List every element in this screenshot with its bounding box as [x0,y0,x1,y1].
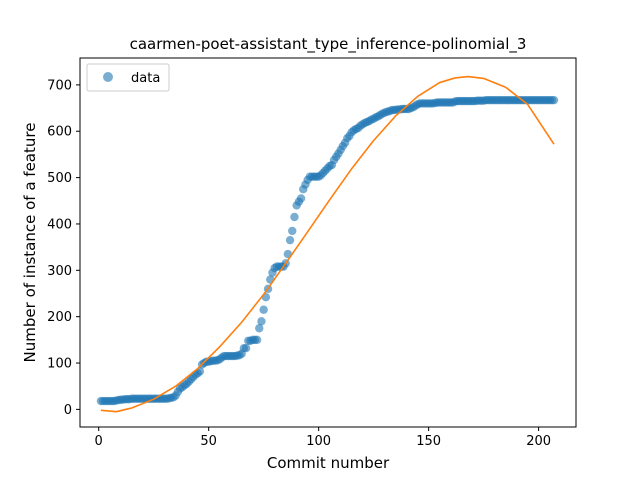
y-tick-label-0: 0 [64,403,72,418]
y-tick-label-100: 100 [47,357,72,372]
x-tick-label-200: 200 [526,434,551,449]
data-point-88 [290,212,299,222]
data-point-66 [241,343,251,353]
chart-title: caarmen-poet-assistant_type_inference-po… [130,35,527,54]
y-tick-label-400: 400 [47,217,72,232]
y-tick-label-600: 600 [47,125,72,140]
plot-area [96,75,559,413]
legend: data [86,63,170,92]
x-tick-label-150: 150 [416,434,441,449]
y-tick-label-300: 300 [47,264,72,279]
data-point-206 [549,95,559,105]
data-point-71 [252,335,262,345]
data-point-86 [285,235,295,245]
data-point-74 [259,305,268,314]
y-tick-label-700: 700 [47,78,72,93]
y-tick-label-500: 500 [47,171,72,186]
data-point-72 [255,324,264,333]
data-point-87 [288,226,297,236]
x-tick-label-50: 50 [200,434,217,449]
data-point-73 [257,317,266,326]
x-tick-label-0: 0 [95,434,103,449]
axis-ticks: 0 50 100 150 200 0 100 200 300 400 500 600 700 [47,78,551,449]
x-axis-label: Commit number [267,454,390,472]
legend-marker [103,72,113,82]
legend-label: data [131,71,160,86]
axes-frame [79,57,577,428]
legend-box [86,63,170,92]
data-point-91 [296,194,306,203]
y-axis-label: Number of instance of a feature [21,123,39,363]
fit-curve [100,75,555,413]
y-tick-label-200: 200 [47,310,72,325]
x-tick-label-100: 100 [306,434,331,449]
